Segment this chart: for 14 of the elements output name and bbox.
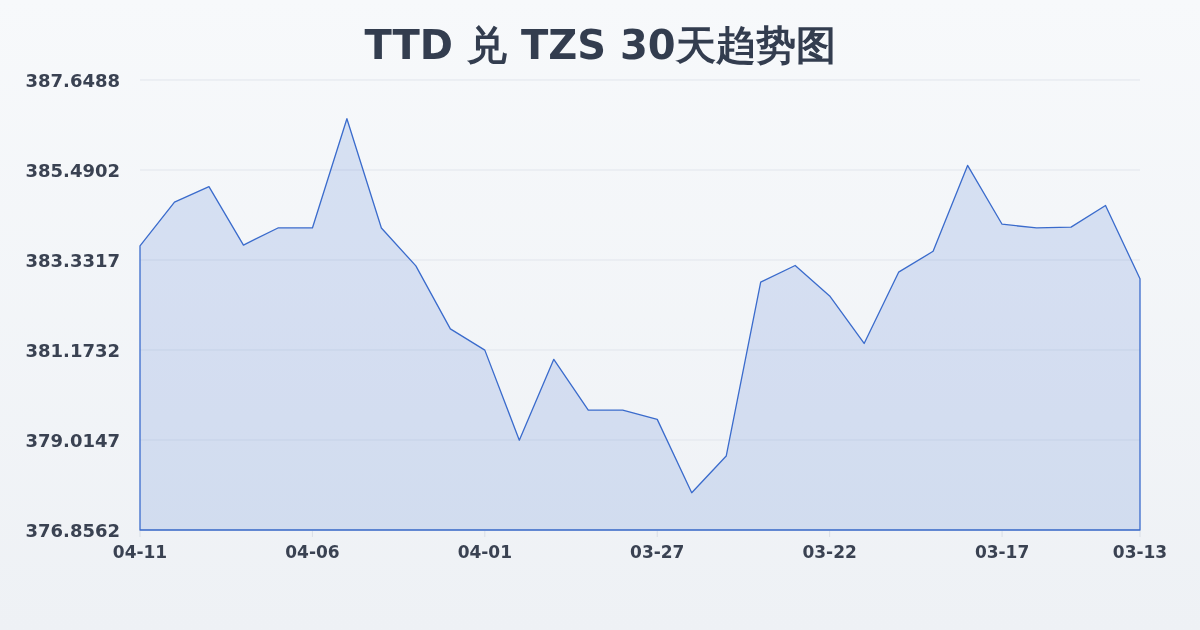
x-tick-label: 03-22 bbox=[802, 542, 857, 562]
y-tick-label: 385.4902 bbox=[25, 159, 120, 181]
y-tick-label: 387.6488 bbox=[25, 69, 120, 91]
title: TTD 兑 TZS 30天趋势图 bbox=[364, 22, 836, 68]
y-tick-label: 381.1732 bbox=[25, 339, 120, 361]
x-tick-label: 04-06 bbox=[285, 542, 340, 562]
x-tick-label: 03-27 bbox=[630, 542, 685, 562]
y-tick-label: 376.8562 bbox=[25, 519, 120, 541]
x-tick-label: 04-01 bbox=[457, 542, 513, 562]
x-tick-label: 04-11 bbox=[112, 542, 168, 562]
y-tick-label: 379.0147 bbox=[25, 429, 120, 451]
x-tick-label: 03-13 bbox=[1112, 542, 1168, 562]
y-tick-label: 383.3317 bbox=[25, 249, 120, 271]
x-tick-label: 03-17 bbox=[974, 542, 1030, 562]
